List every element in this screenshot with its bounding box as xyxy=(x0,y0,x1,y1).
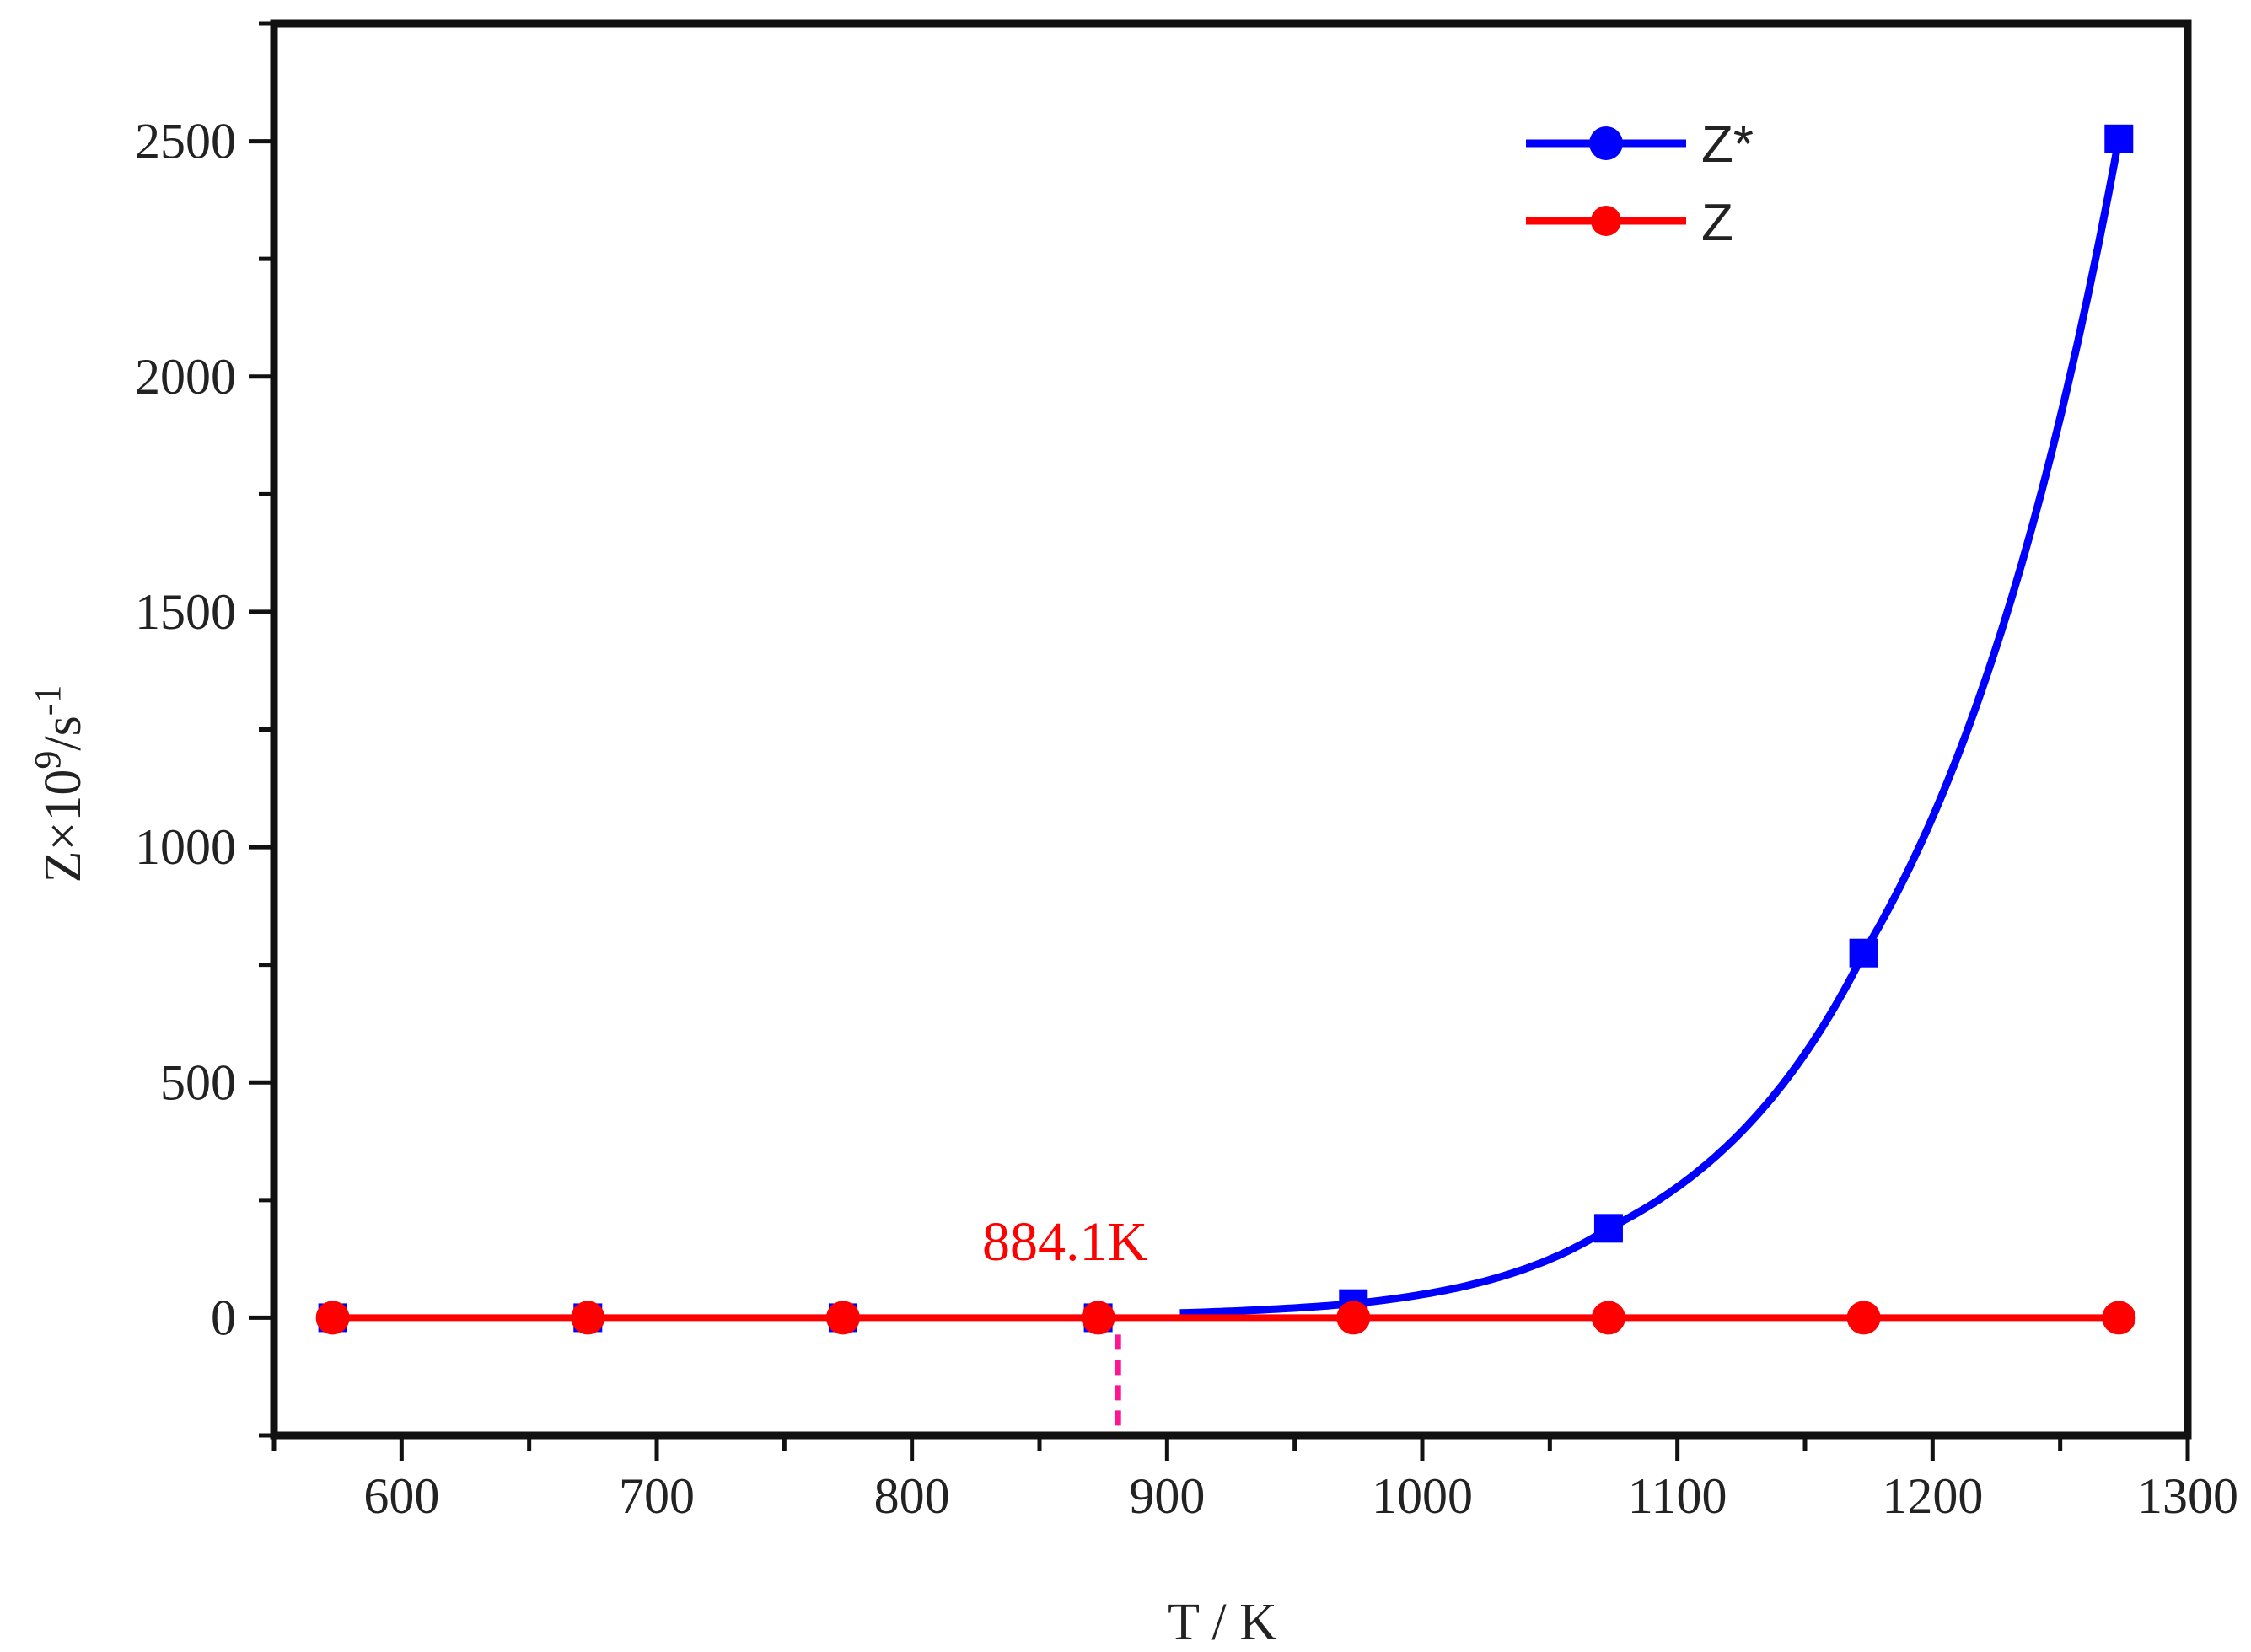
y-tick-label: 0 xyxy=(211,1290,236,1345)
series-z-point xyxy=(1336,1301,1371,1335)
y-tick-label: 1500 xyxy=(135,584,236,640)
plot-frame xyxy=(270,19,2192,1440)
x-tick-label: 1100 xyxy=(1628,1468,1727,1524)
y-tick-label: 2000 xyxy=(135,349,236,405)
series-z-star-point xyxy=(2104,124,2134,153)
series-z-star-line xyxy=(1179,137,2123,1317)
y-axis-title: Z×109/s-1 xyxy=(27,685,92,883)
y-tick-label: 1000 xyxy=(135,819,236,875)
y-axis-title-mid: /s xyxy=(35,716,92,750)
series-z-point xyxy=(315,1301,350,1335)
annotation-884-1k: 884.1K xyxy=(982,1211,1147,1273)
y-axis-title-sup1: 9 xyxy=(27,751,68,770)
legend: Z* Z xyxy=(1526,115,1754,252)
x-tick-label: 800 xyxy=(874,1468,950,1524)
x-tick-label: 1200 xyxy=(1882,1468,1983,1524)
x-tick-label: 900 xyxy=(1129,1468,1205,1524)
y-tick-label: 2500 xyxy=(135,114,236,169)
legend-marker-z-star xyxy=(1589,126,1623,160)
series-z-point xyxy=(571,1301,605,1335)
y-tick-label: 500 xyxy=(160,1054,236,1110)
x-axis-title: T / K xyxy=(1168,1594,1277,1651)
x-tick-label: 1000 xyxy=(1372,1468,1473,1524)
series-z-point xyxy=(1591,1301,1625,1335)
series-z-point xyxy=(825,1301,860,1335)
x-tick-label: 700 xyxy=(619,1468,695,1524)
series-z-point xyxy=(2102,1301,2136,1335)
y-axis-title-sup2: -1 xyxy=(27,685,68,716)
plot-layer: 600 700 800 900 1000 1100 1200 1300 0 500 1000 1500… xyxy=(135,19,2238,1524)
legend-label-z: Z xyxy=(1701,194,1733,252)
series-z-star-point xyxy=(1593,1214,1623,1243)
legend-label-z-star: Z* xyxy=(1701,115,1754,174)
series-z-star-point xyxy=(1849,938,1878,968)
series-z-point xyxy=(1081,1301,1115,1335)
x-tick-label: 1300 xyxy=(2137,1468,2238,1524)
y-axis-title-main: Z×10 xyxy=(35,770,92,883)
x-tick-label: 600 xyxy=(363,1468,439,1524)
series-z-point xyxy=(1846,1301,1881,1335)
legend-marker-z xyxy=(1591,206,1621,236)
